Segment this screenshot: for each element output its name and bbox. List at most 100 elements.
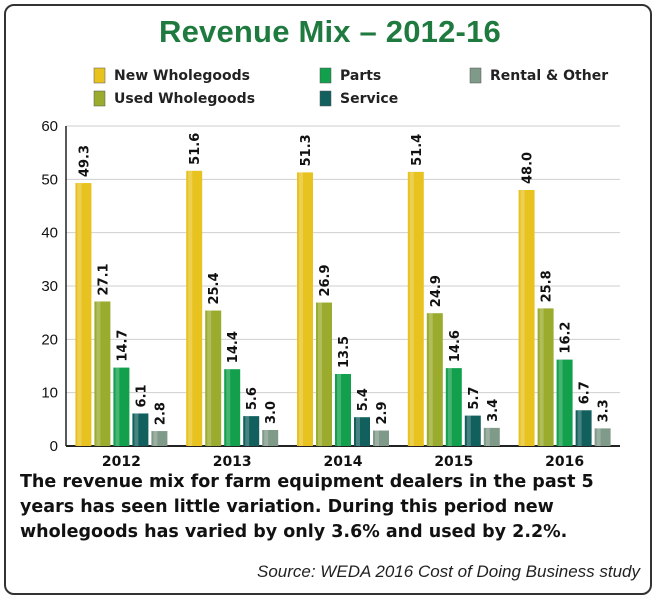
x-tick-label-2012: 2012	[102, 454, 141, 470]
y-tick-label: 0	[50, 438, 58, 455]
data-label: 14.7	[115, 330, 130, 362]
y-tick-label: 40	[41, 225, 58, 242]
data-label: 5.4	[356, 388, 371, 411]
data-label: 26.9	[318, 264, 333, 296]
legend-swatch-service	[319, 90, 332, 107]
y-tick-label: 60	[41, 118, 58, 135]
bar-highlight	[520, 190, 525, 446]
data-label: 3.3	[597, 399, 612, 422]
bar-highlight	[318, 302, 322, 446]
data-label: 14.4	[226, 331, 241, 363]
bar-used-wholegoods-2016	[537, 308, 554, 446]
bar-used-wholegoods-2015	[426, 313, 443, 446]
bar-highlight	[207, 310, 212, 446]
bar-highlight	[596, 428, 601, 446]
bar-highlight	[356, 417, 360, 446]
bar-parts-2012	[113, 367, 130, 446]
y-tick-label: 20	[41, 331, 58, 348]
data-label: 2.9	[375, 402, 390, 425]
bar-highlight	[539, 308, 544, 446]
chart-title: Revenue Mix – 2012-16	[159, 14, 501, 49]
data-label: 13.5	[337, 336, 352, 368]
data-label: 5.7	[467, 387, 482, 410]
bar-service-2016	[575, 410, 592, 446]
bar-rental-and-other-2016	[594, 428, 611, 446]
bar-rental-and-other-2013	[262, 430, 279, 446]
x-tick-label-2014: 2014	[324, 454, 363, 470]
bar-service-2015	[464, 415, 481, 446]
bar-service-2013	[243, 416, 260, 446]
bar-highlight	[153, 431, 158, 446]
bar-service-2014	[354, 417, 370, 446]
bar-used-wholegoods-2014	[316, 302, 332, 446]
data-label: 3.4	[486, 399, 501, 422]
bar-highlight	[134, 413, 139, 446]
bar-parts-2013	[224, 369, 241, 446]
bar-rental-and-other-2014	[373, 430, 389, 446]
bar-new-wholegoods-2013	[186, 170, 203, 447]
bar-used-wholegoods-2013	[205, 310, 222, 446]
y-tick-label: 30	[41, 278, 58, 295]
bar-highlight	[299, 172, 303, 446]
data-label: 48.0	[521, 152, 536, 184]
data-label: 49.3	[77, 145, 92, 177]
bar-highlight	[96, 301, 101, 446]
legend-swatch-used-wholegoods	[93, 90, 106, 107]
data-label: 25.8	[540, 270, 555, 302]
data-label: 25.4	[207, 272, 222, 304]
x-tick-label-2013: 2013	[213, 454, 252, 470]
legend-label-used-wholegoods: Used Wholegoods	[114, 91, 255, 107]
data-label: 6.7	[578, 381, 593, 404]
y-tick-label: 50	[41, 171, 58, 188]
bar-highlight	[409, 171, 414, 446]
data-label: 5.6	[245, 387, 260, 410]
bar-parts-2014	[335, 374, 351, 446]
bar-new-wholegoods-2012	[75, 183, 92, 447]
bar-highlight	[466, 415, 471, 446]
legend-swatch-new-wholegoods	[93, 67, 106, 84]
bar-new-wholegoods-2015	[407, 171, 424, 446]
bar-used-wholegoods-2012	[94, 301, 111, 446]
legend-label-service: Service	[340, 91, 398, 107]
data-label: 3.0	[264, 401, 279, 424]
legend-label-new-wholegoods: New Wholegoods	[114, 68, 250, 84]
bar-new-wholegoods-2014	[297, 172, 313, 446]
chart-caption: The revenue mix for farm equipment deale…	[20, 472, 594, 542]
bar-parts-2015	[445, 368, 462, 446]
bar-highlight	[337, 374, 341, 446]
data-label: 6.1	[134, 384, 149, 407]
bar-rental-and-other-2015	[483, 427, 500, 446]
bar-highlight	[77, 183, 82, 447]
y-tick-label: 10	[41, 385, 58, 402]
legend-swatch-parts	[319, 67, 332, 84]
bar-highlight	[245, 416, 250, 446]
bar-highlight	[485, 427, 490, 446]
data-label: 16.2	[559, 322, 574, 354]
data-label: 24.9	[429, 275, 444, 307]
bar-highlight	[375, 430, 379, 446]
bar-highlight	[428, 313, 433, 446]
x-tick-label-2016: 2016	[545, 454, 584, 470]
data-label: 2.8	[153, 402, 168, 425]
bar-highlight	[188, 170, 193, 447]
data-label: 27.1	[96, 263, 111, 295]
data-label: 51.6	[188, 133, 203, 165]
bar-new-wholegoods-2016	[518, 190, 535, 446]
data-label: 14.6	[448, 330, 463, 362]
data-label: 51.3	[299, 134, 314, 166]
bar-highlight	[115, 367, 120, 446]
bar-parts-2016	[556, 359, 573, 446]
bar-highlight	[447, 368, 452, 446]
bar-highlight	[577, 410, 582, 446]
legend-label-parts: Parts	[340, 68, 381, 84]
x-tick-label-2015: 2015	[434, 454, 473, 470]
legend-swatch-rental-and-other	[469, 67, 482, 84]
bar-chart: 0 10 20 30 40 50 60 New Wholegoods Used Wholegoo…	[41, 67, 620, 470]
data-label: 51.4	[410, 134, 425, 166]
bar-highlight	[558, 359, 563, 446]
legend-label-rental-and-other: Rental & Other	[490, 68, 608, 84]
bar-rental-and-other-2012	[151, 431, 168, 446]
bar-highlight	[226, 369, 231, 446]
bar-highlight	[264, 430, 269, 446]
bar-service-2012	[132, 413, 149, 446]
